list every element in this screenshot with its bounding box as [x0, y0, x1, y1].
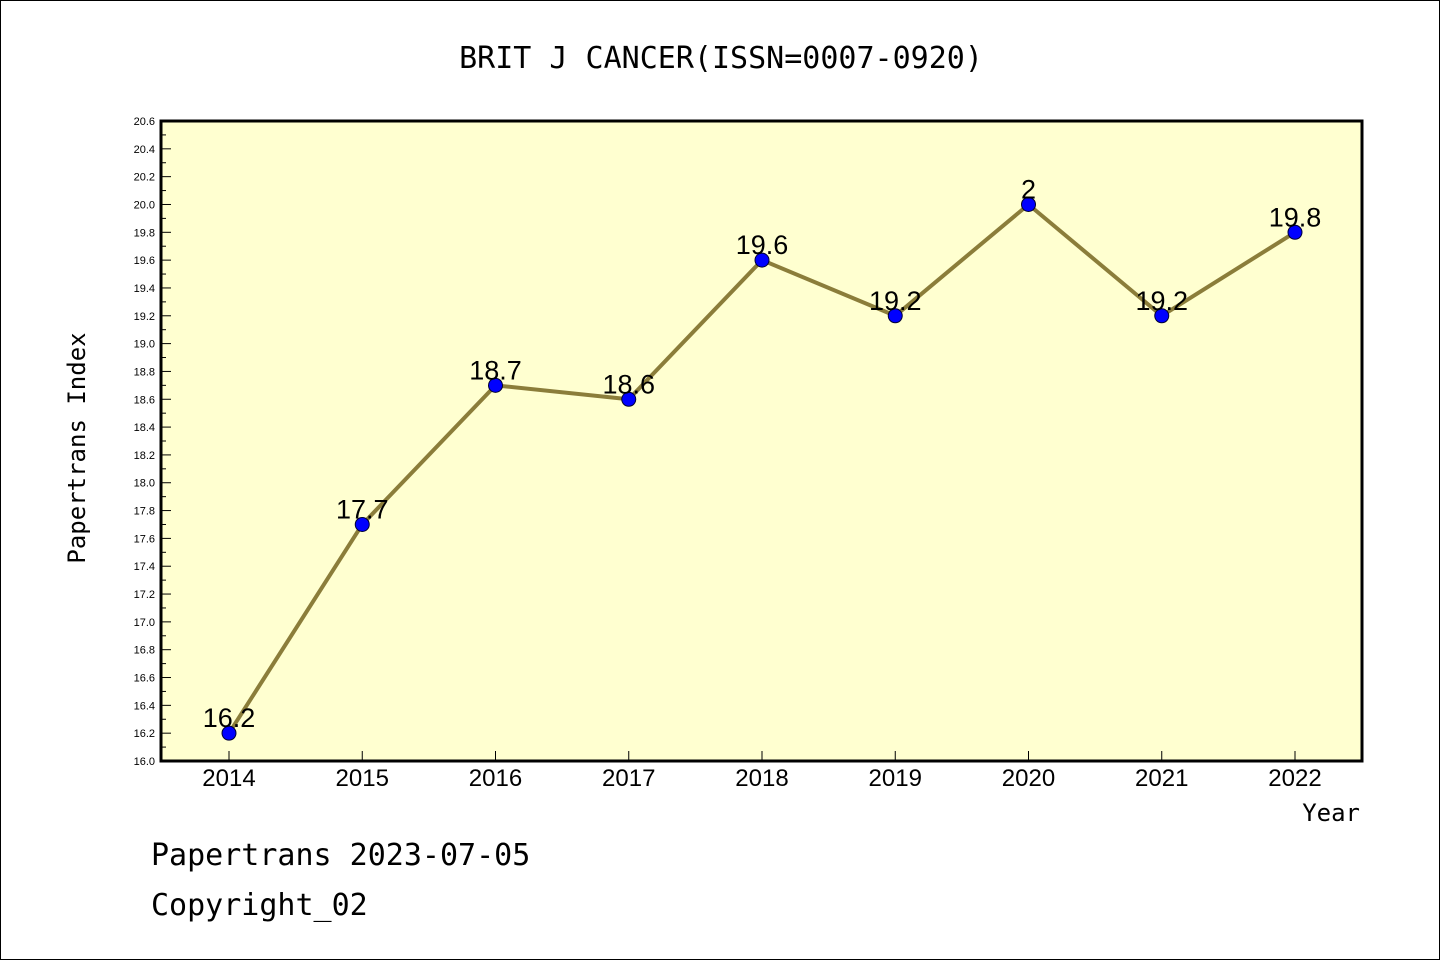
- data-label: 19.6: [736, 230, 789, 260]
- data-point: [621, 391, 637, 407]
- data-point: [221, 725, 237, 741]
- y-tick-label: 16.2: [134, 728, 155, 740]
- x-tick-label: 2018: [735, 765, 788, 792]
- y-tick-label: 17.4: [134, 561, 155, 573]
- x-tick-label: 2019: [869, 765, 922, 792]
- x-tick-label: 2016: [469, 765, 522, 792]
- data-point: [887, 308, 903, 324]
- y-tick-label: 19.8: [134, 227, 155, 239]
- y-tick-label: 16.6: [134, 673, 155, 685]
- y-tick-label: 18.6: [134, 394, 155, 406]
- y-tick-label: 19.2: [134, 311, 155, 323]
- data-point: [1287, 224, 1303, 240]
- data-label: 19.8: [1269, 202, 1322, 232]
- data-point: [754, 252, 770, 268]
- y-tick-label: 20.4: [134, 144, 155, 156]
- x-tick-label: 2021: [1135, 765, 1188, 792]
- x-axis: 2014 2015 2016 2017 2018 2019 2020 2021 2022: [202, 751, 1322, 792]
- x-tick-label: 2015: [336, 765, 389, 792]
- y-tick-label: 20.0: [134, 199, 155, 211]
- y-tick-label: 18.8: [134, 366, 155, 378]
- y-tick-label: 18.0: [134, 478, 155, 490]
- data-markers: [221, 196, 1303, 741]
- data-labels: 16.2 17.7 18.7 18.6 19.6 19.2 2 19.2 19.8: [203, 174, 1322, 733]
- y-tick-label: 16.0: [134, 756, 155, 768]
- x-tick-label: 2017: [602, 765, 655, 792]
- y-tick-label: 17.0: [134, 617, 155, 629]
- x-tick-label: 2022: [1268, 765, 1321, 792]
- y-tick-label: 17.2: [134, 589, 155, 601]
- y-tick-label: 19.4: [134, 283, 155, 295]
- footer-copyright: Copyright_02: [151, 888, 368, 923]
- chart-title: BRIT J CANCER(ISSN=0007-0920): [459, 41, 983, 76]
- y-tick-label: 19.0: [134, 339, 155, 351]
- y-tick-label: 19.6: [134, 255, 155, 267]
- x-axis-label: Year: [1302, 799, 1360, 827]
- footer-date: Papertrans 2023-07-05: [151, 838, 530, 873]
- y-tick-label: 20.6: [134, 116, 155, 128]
- y-axis: 16.0 16.2 16.4 16.6 16.8 17.0 17.2 17.4 17.6 17.8…: [134, 116, 171, 768]
- data-label: 17.7: [336, 494, 389, 524]
- y-tick-label: 17.6: [134, 533, 155, 545]
- data-label: 19.2: [869, 286, 922, 316]
- y-tick-label: 18.2: [134, 450, 155, 462]
- y-tick-label: 20.2: [134, 172, 155, 184]
- data-point: [354, 516, 370, 532]
- plot-area: [159, 119, 1364, 763]
- data-label: 18.6: [602, 369, 655, 399]
- x-tick-label: 2020: [1002, 765, 1055, 792]
- data-label: 19.2: [1135, 286, 1188, 316]
- data-point: [488, 377, 503, 393]
- data-label: 2: [1021, 174, 1036, 204]
- y-tick-label: 18.4: [134, 422, 155, 434]
- y-tick-label: 16.8: [134, 645, 155, 657]
- data-point: [1021, 196, 1036, 212]
- data-label: 16.2: [203, 703, 256, 733]
- data-label: 18.7: [469, 355, 522, 385]
- y-tick-label: 16.4: [134, 700, 155, 712]
- y-tick-label: 17.8: [134, 506, 155, 518]
- y-axis-label: Papertrans Index: [63, 332, 91, 563]
- data-point: [1154, 308, 1170, 324]
- x-tick-label: 2014: [202, 765, 255, 792]
